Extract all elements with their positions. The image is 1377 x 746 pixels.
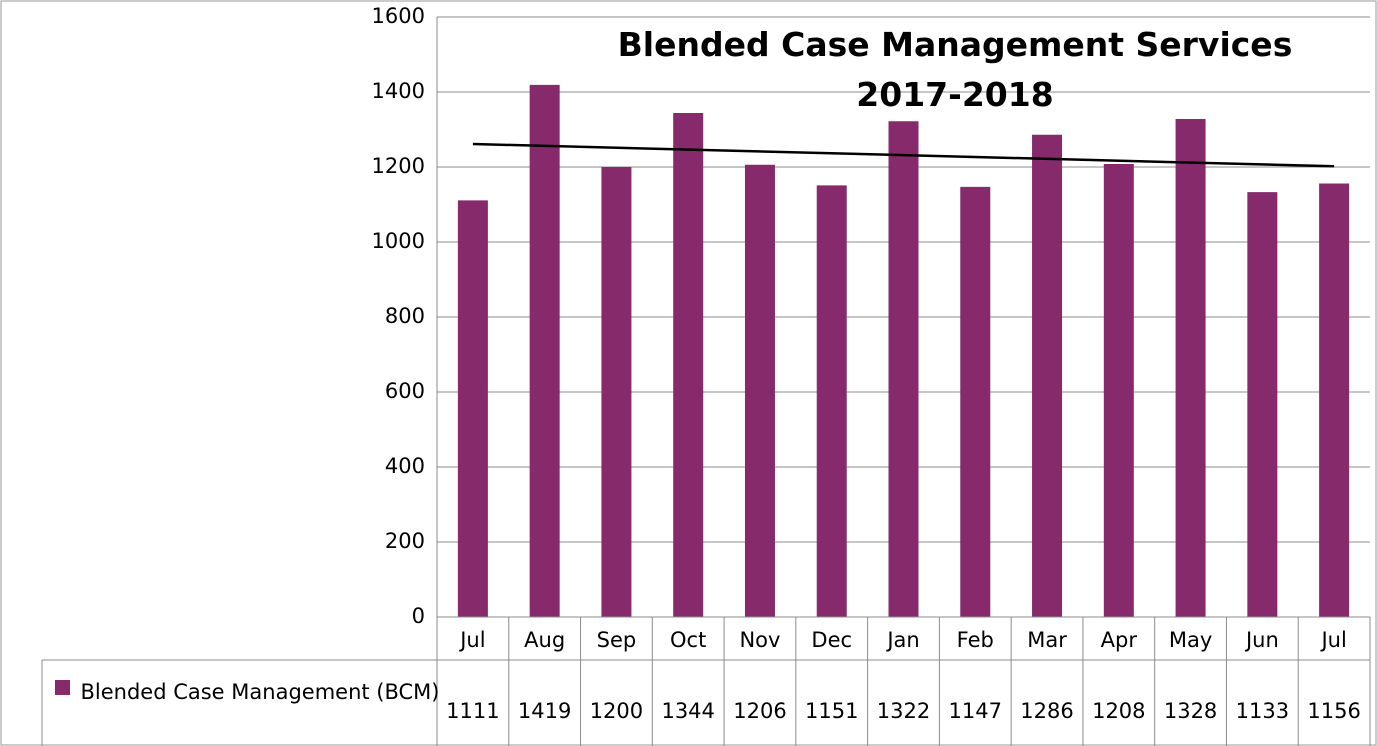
bar: [816, 185, 847, 617]
bar: [529, 84, 560, 617]
x-tick-label: Feb: [957, 628, 994, 652]
table-value: 1111: [446, 699, 499, 723]
x-tick-label: Jan: [885, 628, 919, 652]
legend-key: [55, 680, 70, 695]
y-tick-label: 0: [412, 604, 425, 628]
bar: [1032, 134, 1063, 617]
x-tick-label: Jul: [458, 628, 485, 652]
x-tick-label: Mar: [1027, 628, 1067, 652]
y-tick-label: 200: [385, 529, 425, 553]
chart-title: Blended Case Management Services 2017-20…: [617, 25, 1293, 114]
table-value: 1344: [661, 699, 714, 723]
table-value: 1419: [518, 699, 571, 723]
table-value: 1328: [1164, 699, 1217, 723]
x-tick-label: Dec: [811, 628, 852, 652]
y-tick-label: 1600: [372, 4, 425, 28]
x-tick-label: Jun: [1244, 628, 1279, 652]
bar: [1175, 119, 1206, 617]
table-value: 1156: [1307, 699, 1360, 723]
x-tick-label: May: [1169, 628, 1212, 652]
bar: [1319, 183, 1350, 617]
x-tick-label: Jul: [1319, 628, 1346, 652]
bar: [960, 186, 991, 617]
y-tick-label: 400: [385, 454, 425, 478]
y-tick-label: 600: [385, 379, 425, 403]
table-value: 1322: [877, 699, 930, 723]
table-value: 1151: [805, 699, 858, 723]
x-tick-label: Apr: [1101, 628, 1138, 652]
table-value: 1133: [1236, 699, 1289, 723]
y-tick-label: 1200: [372, 154, 425, 178]
bar: [1247, 192, 1278, 617]
bar: [1103, 164, 1134, 617]
table-value: 1147: [949, 699, 1002, 723]
bar: [744, 164, 775, 617]
table-value: 1208: [1092, 699, 1145, 723]
x-tick-label: Nov: [739, 628, 780, 652]
bar: [673, 113, 704, 617]
x-tick-label: Sep: [597, 628, 637, 652]
table-value: 1200: [590, 699, 643, 723]
legend-label: Blended Case Management (BCM): [80, 680, 440, 704]
y-tick-label: 1000: [372, 229, 425, 253]
table-value: 1206: [733, 699, 786, 723]
bar: [601, 167, 632, 617]
y-tick-label: 1400: [372, 79, 425, 103]
bar: [888, 121, 919, 617]
table-value: 1286: [1020, 699, 1073, 723]
x-tick-label: Oct: [670, 628, 706, 652]
bar: [457, 200, 488, 617]
x-tick-label: Aug: [524, 628, 565, 652]
y-tick-label: 800: [385, 304, 425, 328]
trendline: [472, 142, 1335, 168]
